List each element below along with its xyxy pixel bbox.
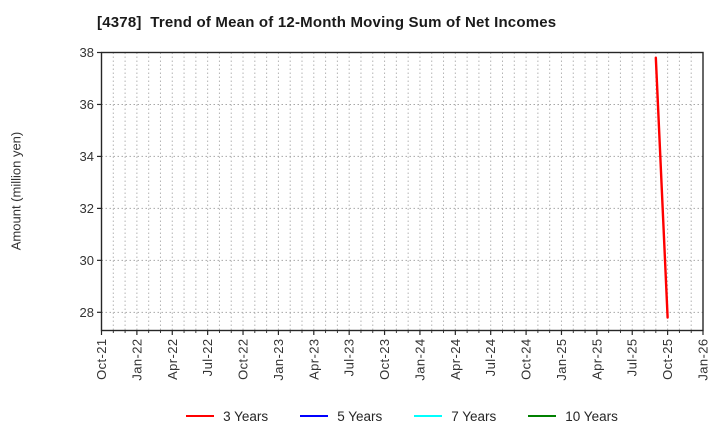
y-tick-label: 28 [80, 305, 94, 320]
x-tick-label: Oct-24 [519, 339, 534, 380]
x-tick-label: Apr-25 [589, 339, 604, 380]
x-tick-label: Oct-25 [660, 339, 675, 380]
x-tick-label: Jan-26 [696, 339, 711, 381]
x-tick-label: Jul-25 [625, 339, 640, 377]
vertical-gridlines [112, 52, 692, 331]
x-tick-label: Oct-22 [236, 339, 251, 380]
legend-label: 7 Years [451, 408, 497, 424]
x-tick-label: Jul-23 [342, 339, 357, 377]
legend: 3 Years 5 Years 7 Years 10 Years [101, 403, 703, 429]
x-tick-label: Oct-21 [94, 339, 109, 380]
chart-title: [4378] Trend of Mean of 12-Month Moving … [97, 14, 557, 31]
x-tick-label: Apr-22 [165, 339, 180, 380]
x-tick-label: Apr-23 [306, 339, 321, 380]
x-tick-label: Apr-24 [448, 339, 463, 380]
horizontal-gridlines [101, 103, 703, 313]
legend-swatch-5-years-icon [300, 415, 329, 417]
y-tick-label: 32 [80, 201, 94, 216]
legend-swatch-3-years-icon [186, 415, 215, 417]
legend-item-7-years: 7 Years [414, 409, 496, 424]
x-tick-label: Jan-22 [129, 339, 144, 381]
y-tick-label: 30 [80, 253, 94, 268]
legend-swatch-10-years-icon [528, 415, 557, 417]
x-tick-label: Jan-25 [554, 339, 569, 381]
legend-swatch-7-years-icon [414, 415, 443, 417]
x-axis-ticks: Oct-21 Jan-22 Apr-22 Jul-22 Oct-22 Jan-23 Apr-… [94, 330, 711, 381]
legend-label: 5 Years [337, 408, 383, 424]
legend-item-3-years: 3 Years [186, 409, 268, 424]
y-tick-label: 36 [80, 97, 94, 112]
legend-label: 10 Years [565, 408, 618, 424]
axes-frame [100, 51, 704, 332]
x-tick-label: Jan-23 [271, 339, 286, 381]
x-tick-label: Jul-24 [483, 339, 498, 377]
x-tick-label: Jul-22 [200, 339, 215, 377]
x-tick-label: Jan-24 [412, 339, 427, 381]
y-axis-ticks: 28 30 32 34 36 38 [80, 45, 102, 320]
y-tick-label: 38 [80, 45, 94, 60]
legend-item-5-years: 5 Years [300, 409, 382, 424]
series-line-3-years [654, 56, 669, 319]
legend-item-10-years: 10 Years [528, 409, 618, 424]
legend-label: 3 Years [223, 408, 269, 424]
y-tick-label: 34 [80, 149, 94, 164]
x-tick-label: Oct-23 [377, 339, 392, 380]
